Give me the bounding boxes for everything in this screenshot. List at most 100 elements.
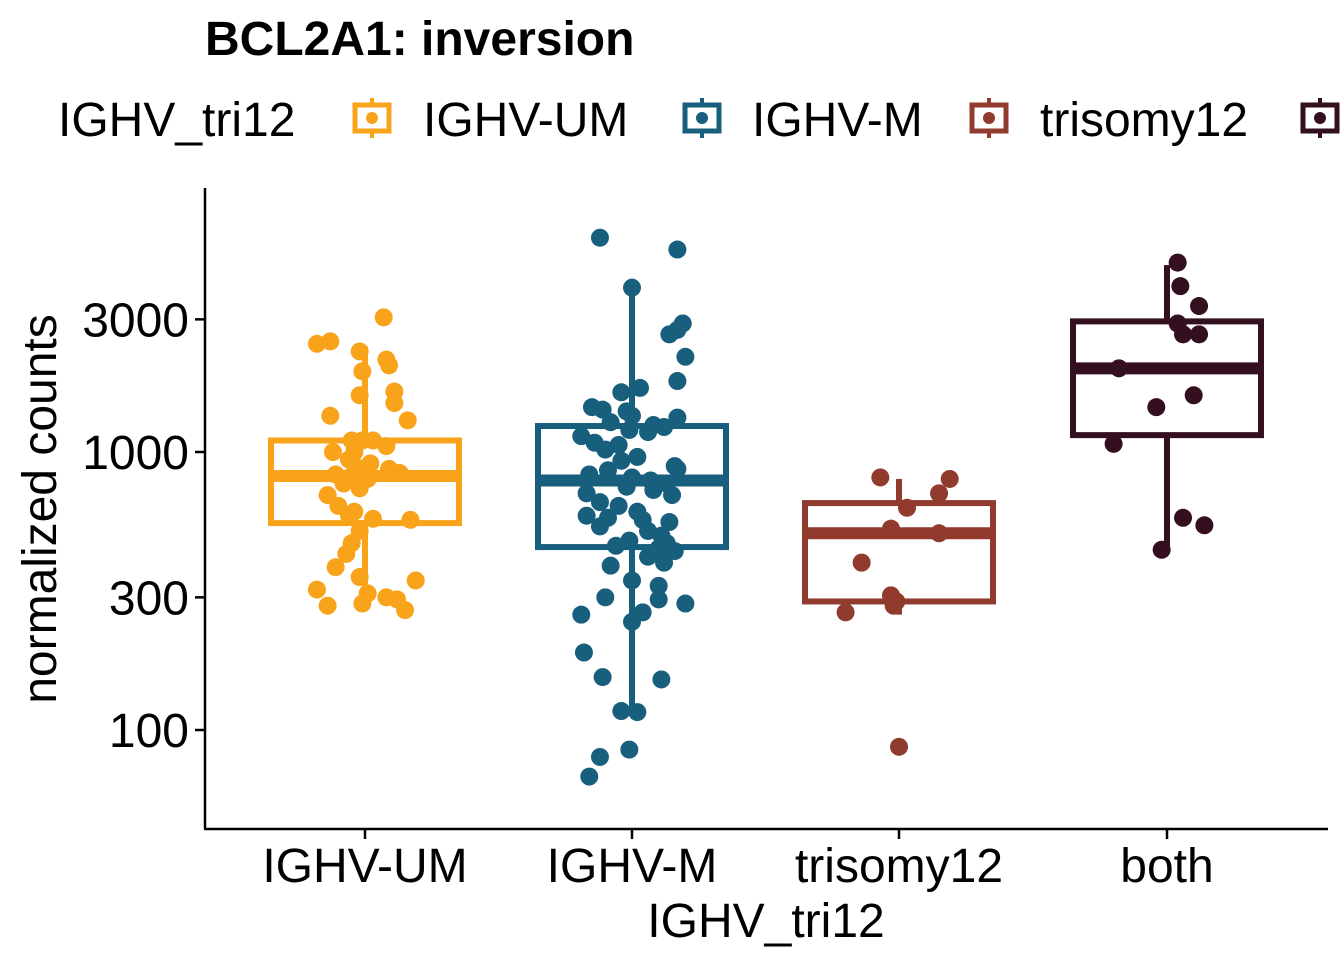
legend-key-point xyxy=(366,112,378,124)
data-point xyxy=(350,568,369,587)
data-point xyxy=(574,643,593,662)
data-point xyxy=(580,465,599,484)
data-point xyxy=(620,740,639,759)
data-point xyxy=(350,386,369,405)
data-point xyxy=(1195,516,1214,535)
series-IGHV-M xyxy=(535,228,729,786)
data-point xyxy=(631,378,650,397)
data-point xyxy=(598,461,617,480)
data-point xyxy=(663,486,682,505)
data-point xyxy=(606,536,625,555)
data-point xyxy=(1174,325,1193,344)
data-point xyxy=(612,383,631,402)
data-point xyxy=(628,447,647,466)
data-point xyxy=(612,702,631,721)
plot-area xyxy=(268,228,1264,786)
y-axis-ticks: 100 300 1000 3000 xyxy=(82,294,205,758)
data-point xyxy=(577,506,596,525)
data-point xyxy=(930,524,949,543)
data-point xyxy=(364,509,383,528)
legend-label: IGHV-UM xyxy=(423,94,628,147)
data-point xyxy=(668,372,687,391)
data-point xyxy=(644,480,663,499)
data-point xyxy=(620,420,639,439)
y-tick-label: 100 xyxy=(109,705,189,758)
x-tick-label: IGHV-UM xyxy=(262,840,467,893)
data-point xyxy=(852,553,871,572)
legend-label: IGHV-M xyxy=(752,94,923,147)
data-point xyxy=(353,362,372,381)
data-point xyxy=(590,228,609,247)
data-point xyxy=(1147,398,1166,417)
data-point xyxy=(380,356,399,375)
data-point xyxy=(326,558,345,577)
data-point xyxy=(652,670,671,689)
legend-key-trisomy12: trisomy12 xyxy=(969,94,1248,147)
data-point xyxy=(665,542,684,561)
box xyxy=(1070,318,1264,439)
data-point xyxy=(836,603,855,622)
data-point xyxy=(1174,508,1193,527)
data-point xyxy=(1190,325,1209,344)
data-point xyxy=(350,342,369,361)
data-point xyxy=(580,767,599,786)
data-point xyxy=(350,479,369,498)
data-point xyxy=(898,498,917,517)
data-point xyxy=(385,394,404,413)
data-point xyxy=(940,469,959,488)
data-point xyxy=(623,612,641,631)
data-point xyxy=(596,588,615,607)
data-point xyxy=(609,496,628,515)
series-both xyxy=(1070,253,1264,559)
x-tick-label: both xyxy=(1120,840,1213,893)
series-IGHV-UM xyxy=(268,308,462,620)
data-point xyxy=(323,443,342,461)
data-point xyxy=(890,737,908,756)
data-point xyxy=(1184,386,1203,405)
legend-key-both xyxy=(1300,98,1340,138)
data-point xyxy=(881,519,900,538)
data-point xyxy=(649,590,668,609)
data-point xyxy=(339,506,358,525)
legend-key-point xyxy=(696,112,708,124)
legend-key-box xyxy=(1300,102,1340,134)
legend-key-point xyxy=(1314,112,1326,124)
data-point xyxy=(655,418,674,437)
data-point xyxy=(353,594,372,613)
chart-title: BCL2A1: inversion xyxy=(205,13,634,66)
data-point xyxy=(1152,540,1171,559)
data-point xyxy=(396,601,415,620)
data-point xyxy=(1104,434,1123,453)
x-axis-ticks: IGHV-UM IGHV-M trisomy12 both xyxy=(262,829,1214,893)
data-point xyxy=(871,468,890,487)
data-point xyxy=(572,605,591,624)
data-point xyxy=(1168,253,1187,272)
y-axis-title: normalized counts xyxy=(14,314,67,704)
x-tick-label: IGHV-M xyxy=(547,840,718,893)
data-point xyxy=(1190,297,1209,316)
data-point xyxy=(377,437,396,456)
data-point xyxy=(660,325,679,344)
legend-key-point xyxy=(983,112,995,124)
data-point xyxy=(593,668,612,687)
data-point xyxy=(639,547,658,566)
data-point xyxy=(374,308,393,327)
data-point xyxy=(676,347,695,366)
y-tick-label: 3000 xyxy=(82,294,189,347)
legend-key-IGHV-M: IGHV-M xyxy=(682,94,923,147)
data-point xyxy=(401,510,420,529)
data-point xyxy=(590,493,609,512)
data-point xyxy=(577,484,596,503)
data-point xyxy=(1109,359,1128,378)
data-point xyxy=(668,240,687,259)
data-point xyxy=(623,571,641,590)
series-trisomy12 xyxy=(802,468,996,756)
data-point xyxy=(649,576,668,595)
data-point xyxy=(398,411,417,430)
y-tick-label: 1000 xyxy=(82,427,189,480)
data-point xyxy=(660,513,679,532)
data-point xyxy=(601,556,620,575)
data-point xyxy=(623,278,641,297)
data-point xyxy=(321,332,340,351)
